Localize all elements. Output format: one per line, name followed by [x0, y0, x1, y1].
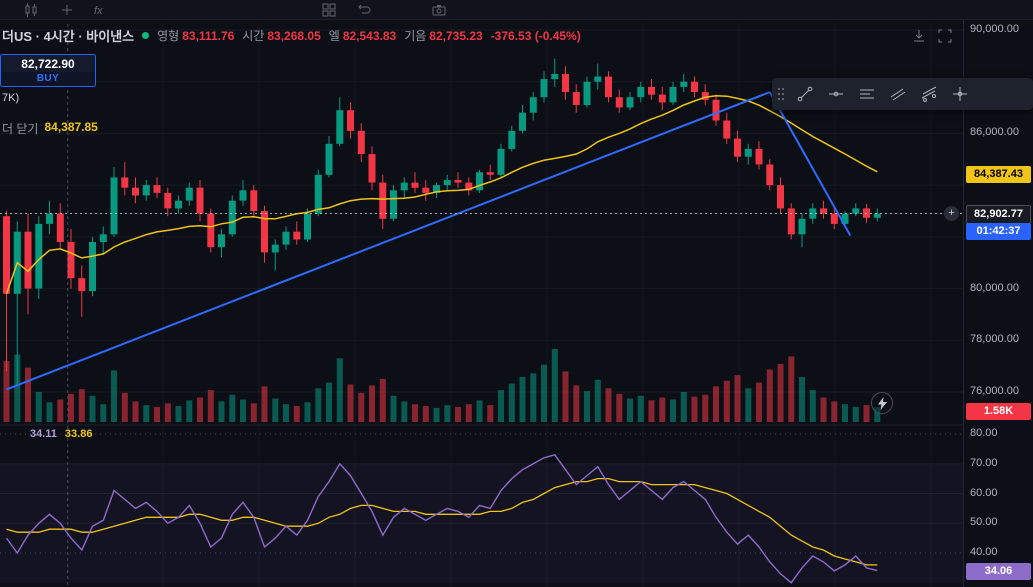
candles-icon[interactable] [22, 2, 40, 18]
drawing-toolbar [772, 78, 1033, 110]
current-price-badge: 82,902.77 [966, 204, 1031, 224]
ohlc-open: 영형 83,111.76 [157, 27, 234, 44]
countdown-badge: 01:42:37 [966, 222, 1031, 240]
price-axis-label: 86,000.00 [970, 126, 1019, 139]
price-change: -376.53 (-0.45%) [490, 28, 581, 43]
rsi-value-badge: 34.06 [966, 562, 1031, 580]
lightning-icon[interactable] [871, 392, 893, 414]
horizontal-line-icon[interactable] [822, 81, 850, 107]
buy-label[interactable]: BUY [1, 72, 95, 86]
position-quantity: 7K) [2, 92, 20, 104]
price-axis-label: 90,000.00 [970, 23, 1019, 35]
rsi-axis-label: 60.00 [970, 486, 998, 499]
indicators-fx-icon[interactable]: fx [92, 2, 110, 18]
open-value: 83,111.76 [182, 29, 235, 43]
price-axis[interactable]: 90,000.00 86,000.00 80,000.00 78,000.00 76,0… [963, 20, 1033, 587]
rsi-ma-value: 33.86 [64, 428, 93, 440]
fullscreen-icon[interactable] [934, 25, 956, 47]
rsi-axis-label: 50.00 [970, 516, 998, 529]
price-axis-label: 78,000.00 [970, 333, 1019, 346]
download-icon[interactable] [908, 25, 930, 47]
position-close-price: 84,387.85 [44, 120, 98, 134]
ohlc-high: 시간 83,268.05 [242, 27, 320, 44]
top-toolbar: fx [0, 0, 1033, 20]
grid-layout-icon[interactable] [320, 2, 338, 18]
svg-text:fx: fx [94, 5, 103, 17]
buy-order-button[interactable]: 82,722.90 BUY [0, 54, 96, 87]
open-label: 영형 [157, 29, 180, 43]
rsi-values-row: 34.11 33.86 [30, 428, 92, 440]
undo-icon[interactable] [356, 2, 374, 18]
compare-plus-icon[interactable] [58, 2, 76, 18]
low-label: 엘 [328, 29, 340, 43]
ohlc-close: 기음 82,735.23 [404, 27, 482, 44]
add-alert-plus-icon[interactable]: + [944, 205, 959, 221]
high-value: 83,268.05 [267, 29, 321, 43]
ohlc-low: 엘 82,543.83 [329, 27, 396, 44]
price-axis-label: 80,000.00 [970, 281, 1019, 294]
buy-price[interactable]: 82,722.90 [1, 55, 95, 72]
parallel-channel-icon[interactable] [884, 81, 912, 107]
position-close-label[interactable]: 더 닫기 [2, 122, 39, 136]
symbol-title[interactable]: 더US · 4시간 · 바이낸스 [2, 29, 135, 44]
low-value: 82,543.83 [342, 29, 397, 43]
high-label: 시간 [242, 29, 265, 43]
trend-line-icon[interactable] [791, 81, 819, 107]
position-close-row[interactable]: 더 닫기 84,387.85 [2, 120, 98, 137]
ma-value-badge: 84,387.43 [966, 166, 1031, 184]
symbol-info-bar: 더US · 4시간 · 바이낸스 영형 83,111.76 시간 83,268.05… [2, 26, 581, 45]
horizontal-lines-icon[interactable] [853, 81, 881, 107]
rsi-axis-label: 70.00 [970, 456, 998, 469]
camera-icon[interactable] [430, 2, 448, 18]
rsi-axis-label: 80.00 [970, 427, 998, 439]
disjoint-channel-icon[interactable] [915, 81, 943, 107]
close-value: 82,735.23 [429, 29, 483, 43]
volume-value-badge: 1.58K [966, 403, 1031, 420]
close-label: 기음 [404, 29, 427, 43]
rsi-value: 34.11 [30, 428, 57, 440]
market-open-dot[interactable] [142, 32, 150, 39]
chart-canvas[interactable] [0, 0, 963, 587]
cross-line-icon[interactable] [946, 81, 974, 107]
drag-handle-icon[interactable] [776, 81, 786, 107]
rsi-axis-label: 40.00 [970, 546, 998, 558]
price-axis-label: 76,000.00 [970, 385, 1019, 397]
